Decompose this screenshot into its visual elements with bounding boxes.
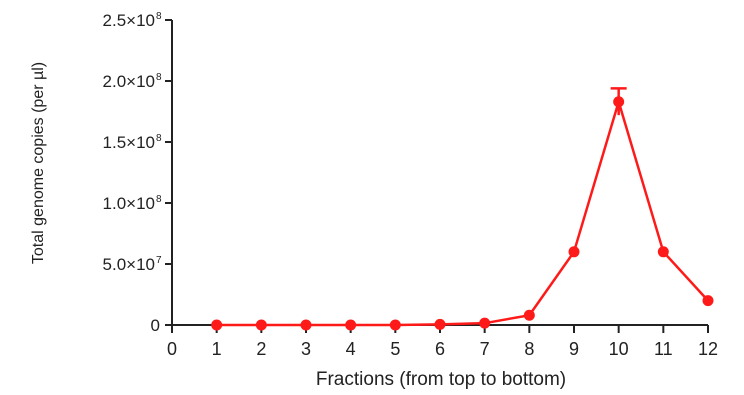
- y-tick-label: 1.5×10: [103, 133, 155, 152]
- y-tick-label: 1.0×10: [103, 194, 155, 213]
- data-point: [345, 319, 357, 331]
- data-point: [389, 319, 401, 331]
- x-tick-label: 1: [212, 339, 222, 359]
- x-axis-title: Fractions (from top to bottom): [316, 369, 566, 390]
- x-tick-label: 2: [256, 339, 266, 359]
- series-line: [216, 100, 709, 327]
- data-point: [300, 319, 312, 331]
- data-point: [657, 246, 669, 258]
- data-point: [434, 318, 446, 330]
- axes: [165, 19, 709, 333]
- x-tick-label: 9: [569, 339, 579, 359]
- y-tick-label: 2.0×10: [103, 72, 155, 91]
- x-tick-label: 6: [435, 339, 445, 359]
- data-point: [613, 96, 625, 108]
- y-tick-exponent: 8: [156, 72, 162, 83]
- x-tick-label: 4: [346, 339, 356, 359]
- data-point: [211, 319, 223, 331]
- y-tick-exponent: 8: [156, 133, 162, 144]
- x-tick-label: 0: [167, 339, 177, 359]
- y-tick-exponent: 8: [156, 11, 162, 22]
- x-tick-label: 5: [390, 339, 400, 359]
- y-tick-label: 5.0×10: [103, 255, 155, 274]
- x-tick-label: 7: [480, 339, 490, 359]
- y-tick-exponent: 8: [156, 194, 162, 205]
- data-point: [255, 319, 267, 331]
- data-point: [702, 295, 714, 307]
- data-point: [568, 246, 580, 258]
- x-tick-label: 12: [698, 339, 718, 359]
- x-tick-label: 11: [654, 339, 673, 359]
- data-marks: [211, 87, 714, 331]
- y-tick-label: 0: [151, 316, 160, 335]
- y-tick-exponent: 7: [156, 255, 162, 266]
- x-tick-label: 10: [609, 339, 629, 359]
- x-tick-label: 8: [524, 339, 534, 359]
- data-point: [479, 317, 491, 329]
- y-axis-title: Total genome copies (per µl): [30, 62, 47, 264]
- y-tick-label: 2.5×10: [103, 11, 155, 30]
- data-point: [523, 309, 535, 321]
- tick-labels: 05.0×10 71.0×10 81.5×10 82.0×10 82.5×10 80 1 2 3…: [103, 11, 719, 359]
- x-tick-label: 3: [301, 339, 311, 359]
